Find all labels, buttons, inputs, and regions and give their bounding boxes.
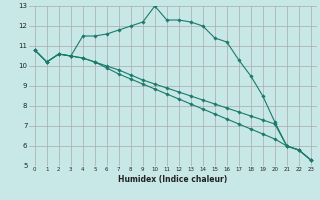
X-axis label: Humidex (Indice chaleur): Humidex (Indice chaleur) [118, 175, 228, 184]
